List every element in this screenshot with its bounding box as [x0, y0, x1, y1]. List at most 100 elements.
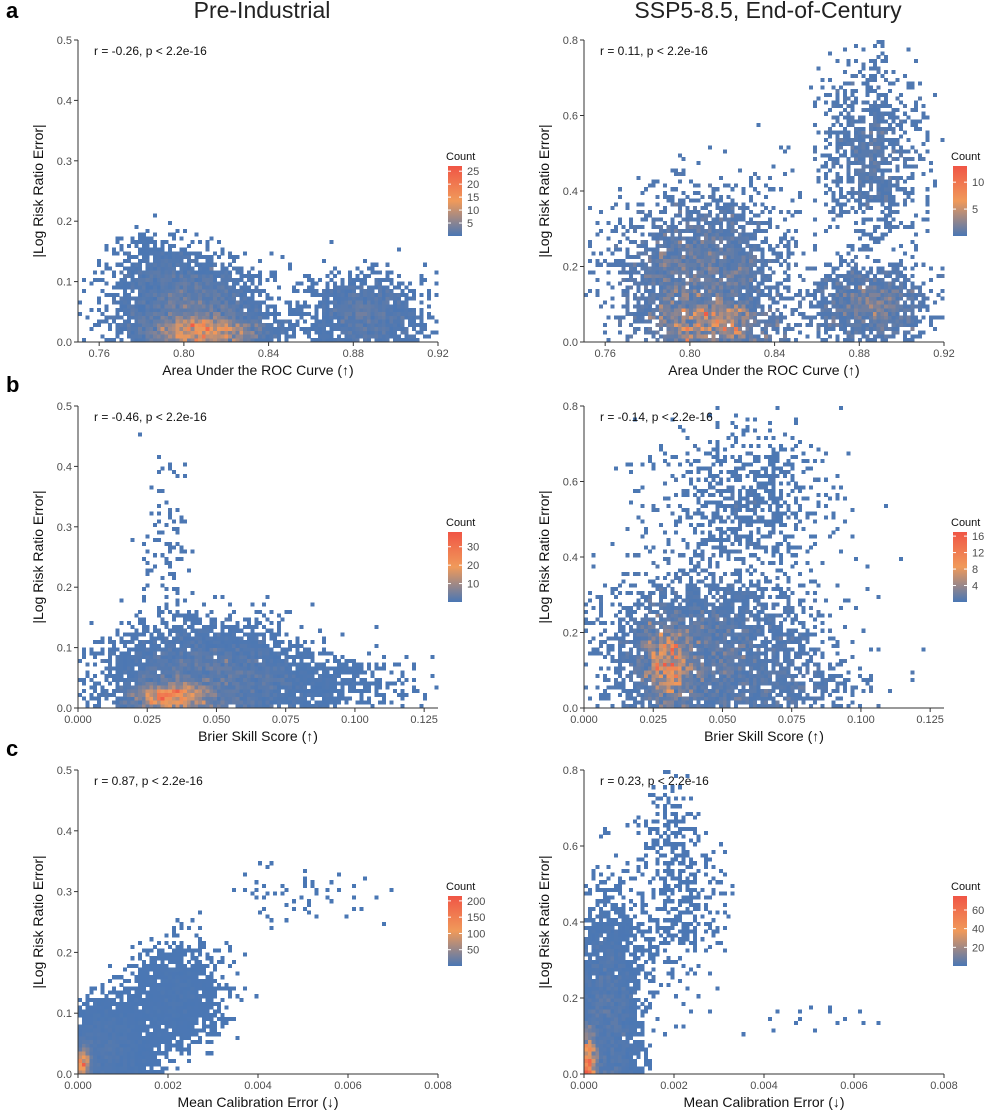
- heatmap-cell: [400, 689, 405, 694]
- heatmap-cell: [692, 228, 697, 233]
- heatmap-cell: [108, 662, 112, 667]
- heatmap-cell: [857, 175, 862, 180]
- heatmap-cell: [887, 292, 892, 297]
- heatmap-cell: [764, 221, 768, 226]
- heatmap-cell: [209, 255, 214, 260]
- heatmap-cell: [164, 674, 169, 679]
- heatmap-cell: [910, 304, 915, 309]
- heatmap-cell: [269, 274, 274, 279]
- heatmap-cell: [771, 251, 776, 256]
- heatmap-cell: [216, 666, 221, 671]
- heatmap-cell: [929, 168, 933, 173]
- heatmap-cell: [186, 696, 191, 701]
- heatmap-cell: [644, 285, 648, 290]
- heatmap-cell: [722, 326, 727, 331]
- heatmap-cell: [149, 247, 154, 252]
- heatmap-cell: [175, 704, 180, 709]
- heatmap-cell: [812, 315, 817, 320]
- heatmap-cell: [895, 107, 900, 112]
- heatmap-cell: [910, 240, 915, 245]
- heatmap-cell: [876, 319, 881, 324]
- heatmap-cell: [126, 296, 131, 301]
- heatmap-cell: [235, 677, 240, 682]
- heatmap-cell: [141, 315, 146, 320]
- heatmap-cell: [929, 315, 933, 320]
- heatmap-cell: [644, 304, 648, 309]
- heatmap-cell: [306, 666, 311, 671]
- heatmap-cell: [348, 334, 352, 339]
- heatmap-cell: [752, 323, 757, 328]
- heatmap-cell: [880, 175, 885, 180]
- heatmap-cell: [917, 126, 922, 131]
- heatmap-cell: [662, 194, 667, 199]
- heatmap-cell: [662, 258, 667, 263]
- heatmap-cell: [730, 289, 735, 294]
- heatmap-cell: [719, 277, 723, 282]
- heatmap-cell: [674, 228, 678, 233]
- heatmap-cell: [857, 191, 862, 196]
- heatmap-cell: [168, 308, 172, 313]
- heatmap-cell: [880, 141, 885, 146]
- heatmap-cell: [306, 304, 311, 309]
- heatmap-cell: [243, 274, 247, 279]
- heatmap-cell: [404, 308, 409, 313]
- heatmap-cell: [632, 262, 637, 267]
- heatmap-cell: [186, 285, 191, 290]
- heatmap-cell: [692, 258, 697, 263]
- heatmap-cell: [201, 674, 206, 679]
- heatmap-cell: [396, 677, 401, 682]
- heatmap-cell: [689, 338, 693, 343]
- heatmap-cell: [198, 696, 202, 701]
- heatmap-cell: [827, 323, 832, 328]
- heatmap-cell: [209, 692, 214, 697]
- heatmap-cell: [674, 236, 678, 241]
- heatmap-cell: [876, 300, 881, 305]
- heatmap-cell: [730, 308, 735, 313]
- heatmap-cell: [846, 262, 851, 267]
- heatmap-cell: [381, 330, 386, 335]
- heatmap-cell: [895, 96, 900, 101]
- heatmap-cell: [760, 258, 765, 263]
- heatmap-cell: [160, 704, 165, 709]
- heatmap-cell: [865, 243, 870, 248]
- heatmap-cell: [100, 670, 105, 675]
- heatmap-cell: [887, 168, 892, 173]
- heatmap-cell: [378, 334, 382, 339]
- heatmap-cell: [220, 330, 225, 335]
- heatmap-cell: [850, 266, 855, 271]
- heatmap-cell: [861, 115, 866, 120]
- heatmap-cell: [689, 224, 693, 230]
- heatmap-cell: [584, 292, 588, 297]
- heatmap-cell: [689, 217, 693, 222]
- heatmap-cell: [730, 334, 735, 339]
- heatmap-cell: [831, 323, 836, 328]
- heatmap-cell: [141, 689, 146, 694]
- heatmap-cell: [902, 266, 907, 271]
- heatmap-cell: [239, 296, 244, 301]
- heatmap-cell: [831, 160, 836, 165]
- heatmap-cell: [374, 296, 379, 301]
- heatmap-cell: [261, 696, 266, 701]
- heatmap-cell: [854, 43, 858, 48]
- heatmap-cell: [925, 198, 930, 203]
- heatmap-cell: [737, 319, 742, 324]
- heatmap-cell: [722, 232, 727, 237]
- heatmap-cell: [674, 172, 678, 177]
- heatmap-cell: [925, 130, 930, 135]
- heatmap-cell: [696, 213, 701, 218]
- heatmap-cell: [280, 681, 285, 686]
- heatmap-cell: [374, 662, 379, 667]
- heatmap-cell: [303, 319, 307, 324]
- heatmap-cell: [854, 281, 858, 286]
- heatmap-cell: [284, 700, 289, 705]
- heatmap-cell: [175, 700, 180, 705]
- heatmap-cell: [231, 681, 236, 686]
- heatmap-cell: [850, 160, 855, 165]
- heatmap-cell: [265, 670, 270, 675]
- heatmap-cell: [213, 319, 217, 324]
- heatmap-cell: [168, 685, 172, 690]
- heatmap-cell: [201, 311, 206, 316]
- heatmap-cell: [741, 300, 746, 305]
- heatmap-cell: [636, 251, 641, 256]
- heatmap-cell: [213, 704, 217, 709]
